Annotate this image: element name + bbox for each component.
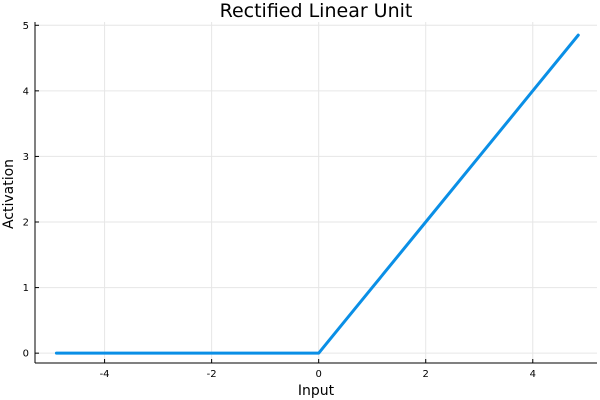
x-tick-label: -2 <box>207 369 217 380</box>
y-tick-label: 0 <box>23 349 29 360</box>
series-layer <box>54 33 580 355</box>
axes-layer <box>34 22 597 364</box>
y-tick-label: 3 <box>23 152 29 163</box>
x-tick-label: 4 <box>530 369 536 380</box>
y-axis-label: Activation <box>1 159 17 229</box>
ticks-layer: -4 -2 0 2 4 0 1 2 3 4 5 <box>23 21 536 380</box>
y-tick-label: 5 <box>23 21 29 32</box>
x-tick-label: -4 <box>100 369 110 380</box>
y-tick-label: 4 <box>23 86 29 97</box>
x-axis-label: Input <box>298 383 335 399</box>
x-tick-label: 0 <box>315 369 321 380</box>
relu-series-line <box>54 33 580 355</box>
y-tick-label: 1 <box>23 283 29 294</box>
chart-title: Rectified Linear Unit <box>220 0 413 22</box>
y-tick-label: 2 <box>23 218 29 229</box>
x-tick-label: 2 <box>423 369 429 380</box>
grid-layer <box>35 22 597 363</box>
